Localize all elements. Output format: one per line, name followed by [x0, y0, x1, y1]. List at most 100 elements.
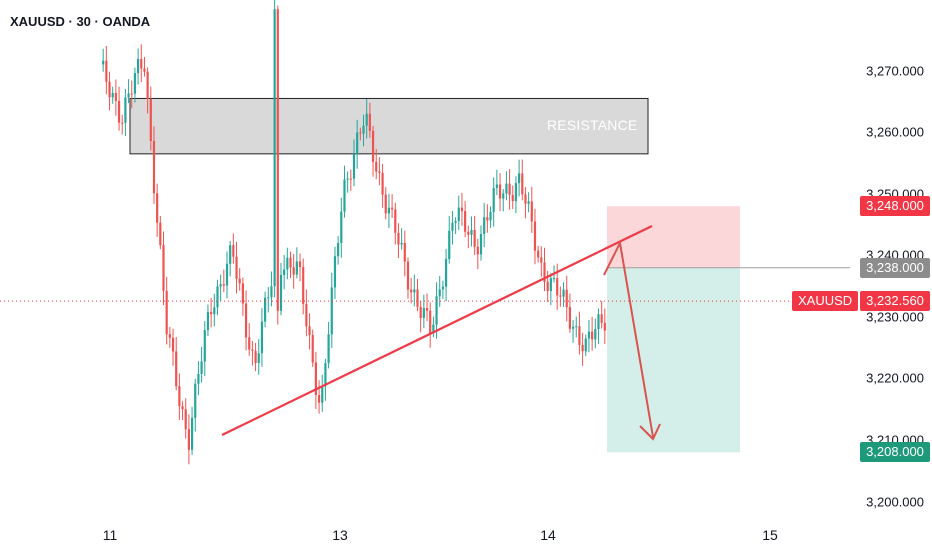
candle-body	[549, 278, 552, 292]
candle-body	[200, 361, 203, 374]
candle-body	[314, 362, 317, 396]
candle-body	[381, 172, 384, 195]
candle-body	[254, 350, 257, 363]
candle-body	[578, 326, 581, 346]
candle-body	[594, 329, 597, 340]
candle-body	[137, 59, 140, 74]
candle-body	[591, 331, 594, 340]
candle-body	[244, 303, 248, 338]
candle-body	[181, 406, 184, 410]
candle-body	[283, 269, 286, 275]
candle-body	[391, 207, 394, 210]
candle-body	[305, 303, 308, 327]
candle-body	[143, 68, 146, 72]
candle-body	[175, 351, 178, 387]
candle-body	[460, 207, 464, 212]
resistance-label: RESISTANCE	[547, 117, 638, 134]
candle-body	[473, 229, 476, 247]
candle-body	[111, 92, 114, 98]
candle-body	[311, 335, 314, 363]
candle-body	[149, 98, 152, 141]
candle-body	[479, 233, 483, 255]
candle-body	[343, 179, 346, 212]
candle-body	[533, 221, 537, 251]
stop-loss-zone	[607, 206, 740, 268]
candle-body	[295, 261, 298, 275]
candle-body	[581, 345, 584, 352]
candle-body	[571, 326, 575, 329]
candle-body	[248, 337, 251, 350]
candle-body	[219, 284, 222, 287]
take-profit-zone	[607, 267, 740, 453]
price-axis[interactable]: 3,270.000 3,260.000 3,250.000 3,240.000 3,23…	[850, 0, 932, 520]
candle-body	[346, 178, 349, 180]
candle-body	[238, 278, 241, 284]
candle-body	[140, 59, 143, 69]
candle-body	[600, 314, 603, 323]
candle-body	[165, 290, 168, 335]
candle-body	[378, 171, 381, 173]
price-tick-label: 3,230.000	[866, 309, 924, 325]
candle-body	[505, 183, 508, 194]
candle-body	[349, 178, 352, 180]
candle-body	[562, 289, 565, 297]
candle-body	[340, 211, 343, 243]
candle-body	[429, 310, 432, 334]
candle-body	[425, 307, 429, 311]
candle-body	[438, 289, 441, 297]
price-tick-label: 3,270.000	[866, 63, 924, 79]
candle-body	[286, 257, 289, 270]
candle-body	[321, 386, 324, 403]
candle-body	[597, 314, 600, 330]
candle-body	[375, 161, 378, 172]
candle-body	[203, 330, 206, 362]
candle-body	[213, 307, 216, 315]
candle-body	[225, 263, 229, 286]
current-price-tag: 3,232.560	[860, 291, 930, 312]
candle-body	[156, 193, 159, 223]
candle-body	[518, 173, 521, 184]
candle-body	[187, 429, 190, 450]
candle-body	[546, 281, 549, 292]
candle-body	[540, 257, 543, 263]
candle-body	[241, 283, 244, 304]
candle-body	[270, 286, 273, 298]
candle-body	[498, 184, 502, 199]
candle-body	[365, 113, 368, 126]
candle-body	[162, 245, 165, 291]
candle-body	[184, 409, 187, 430]
time-axis[interactable]: 11 13 14 15	[0, 520, 850, 550]
candle-body	[521, 173, 524, 195]
candle-body	[260, 321, 264, 354]
chart-area[interactable]: XAUUSD · 30 · OANDA RESISTANCE	[0, 0, 850, 520]
candle-body	[556, 278, 559, 296]
candle-body	[492, 188, 495, 212]
price-tick-label: 3,220.000	[866, 370, 924, 386]
stop-loss-price-tag: 3,248.000	[860, 196, 930, 217]
candlestick-chart[interactable]	[0, 0, 850, 520]
candle-body	[232, 245, 235, 257]
candle-body	[413, 289, 416, 293]
candle-body	[235, 256, 238, 279]
candle-body	[410, 289, 413, 293]
candle-body	[159, 222, 162, 246]
candle-body	[352, 153, 356, 179]
candle-body	[530, 201, 533, 222]
candle-body	[229, 245, 232, 264]
candle-body	[251, 349, 254, 351]
candle-body	[387, 207, 391, 214]
candle-body	[397, 232, 400, 245]
time-tick-label: 13	[332, 527, 348, 543]
candle-body	[368, 113, 371, 131]
candle-body	[419, 306, 422, 319]
candle-body	[267, 297, 270, 299]
candle-body	[524, 194, 527, 204]
symbol-title: XAUUSD · 30 · OANDA	[8, 14, 153, 29]
candle-body	[464, 211, 467, 232]
candle-body	[302, 267, 305, 304]
candle-body	[457, 207, 460, 222]
candle-body	[257, 353, 260, 363]
take-profit-price-tag: 3,208.000	[860, 442, 930, 463]
candle-body	[168, 334, 171, 338]
candle-body	[371, 130, 375, 162]
